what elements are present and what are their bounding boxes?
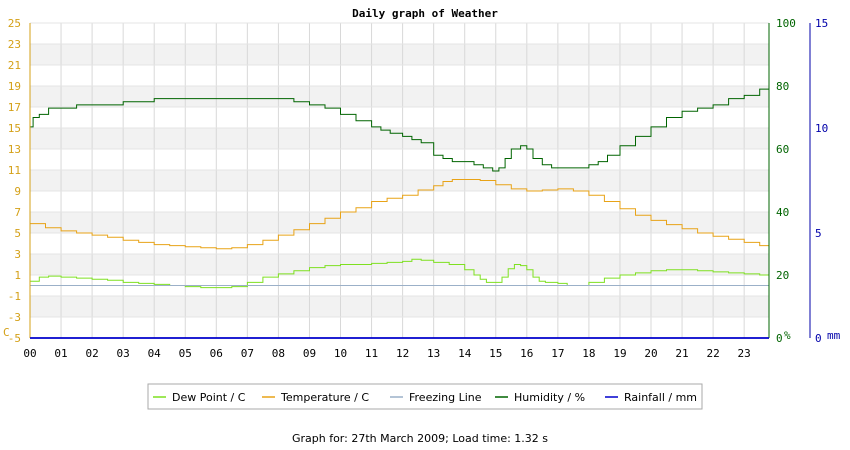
humidity-axis-unit: % [784, 329, 791, 342]
x-tick-label: 13 [427, 347, 440, 360]
legend-item: Temperature / C [262, 391, 369, 404]
plot-bands [30, 23, 769, 338]
plot-band [30, 212, 769, 233]
left-tick-label: 5 [14, 227, 21, 240]
left-tick-label: -1 [8, 290, 21, 303]
left-tick-label: 13 [8, 143, 21, 156]
left-tick-label: 15 [8, 122, 21, 135]
plot-band [30, 86, 769, 107]
x-tick-label: 03 [117, 347, 130, 360]
x-tick-label: 07 [241, 347, 254, 360]
x-tick-label: 22 [706, 347, 719, 360]
left-axis-unit: C [3, 326, 10, 339]
plot-band [30, 23, 769, 44]
legend-label: Temperature / C [280, 391, 369, 404]
humidity-tick-label: 0 [776, 332, 783, 345]
left-tick-label: 19 [8, 80, 21, 93]
legend-item: Dew Point / C [153, 391, 246, 404]
x-tick-label: 20 [644, 347, 657, 360]
legend-item: Freezing Line [390, 391, 482, 404]
legend-label: Humidity / % [514, 391, 585, 404]
legend-item: Rainfall / mm [605, 391, 697, 404]
rainfall-tick-label: 10 [815, 122, 828, 135]
rainfall-axis-unit: mm [827, 329, 841, 342]
left-tick-label: 17 [8, 101, 21, 114]
x-tick-label: 21 [675, 347, 688, 360]
plot-band [30, 65, 769, 86]
left-tick-label: 3 [14, 248, 21, 261]
humidity-tick-label: 20 [776, 269, 789, 282]
x-tick-label: 15 [489, 347, 502, 360]
left-tick-label: 23 [8, 38, 21, 51]
left-tick-label: -5 [8, 332, 21, 345]
legend-label: Dew Point / C [172, 391, 246, 404]
plot-band [30, 107, 769, 128]
plot-band [30, 44, 769, 65]
humidity-tick-label: 80 [776, 80, 789, 93]
x-tick-label: 05 [179, 347, 192, 360]
x-tick-label: 08 [272, 347, 285, 360]
left-tick-label: 11 [8, 164, 21, 177]
x-tick-label: 11 [365, 347, 378, 360]
x-tick-label: 18 [582, 347, 595, 360]
x-tick-label: 16 [520, 347, 533, 360]
x-tick-label: 01 [54, 347, 67, 360]
humidity-tick-label: 40 [776, 206, 789, 219]
rainfall-tick-label: 5 [815, 227, 822, 240]
rainfall-tick-label: 0 [815, 332, 822, 345]
plot-band [30, 170, 769, 191]
humidity-axis-ticks: 0 20 40 60 80 100 [776, 17, 796, 345]
plot-band [30, 149, 769, 170]
plot-band [30, 191, 769, 212]
x-tick-label: 04 [148, 347, 162, 360]
legend-label: Rainfall / mm [624, 391, 697, 404]
x-tick-label: 02 [85, 347, 98, 360]
graph-footer: Graph for: 27th March 2009; Load time: 1… [292, 432, 548, 445]
rainfall-axis-ticks: 0 5 10 15 [815, 17, 828, 345]
x-axis-ticks: 00 01 02 03 04 05 06 07 08 09 10 11 12 13 14 15 16 17 18 19… [23, 347, 750, 360]
x-tick-label: 10 [334, 347, 347, 360]
rainfall-tick-label: 15 [815, 17, 828, 30]
x-tick-label: 09 [303, 347, 316, 360]
x-tick-label: 17 [551, 347, 564, 360]
plot-band [30, 233, 769, 254]
left-tick-label: 21 [8, 59, 21, 72]
plot-band [30, 296, 769, 317]
x-tick-label: 23 [738, 347, 751, 360]
humidity-tick-label: 100 [776, 17, 796, 30]
left-tick-label: 9 [14, 185, 21, 198]
chart-title: Daily graph of Weather [352, 7, 498, 20]
legend: Dew Point / C Temperature / C Freezing Lin… [153, 391, 697, 404]
left-tick-label: 7 [14, 206, 21, 219]
series-dew-point-c [30, 258, 769, 289]
legend-label: Freezing Line [409, 391, 482, 404]
left-tick-label: 1 [14, 269, 21, 282]
plot-band [30, 128, 769, 149]
humidity-tick-label: 60 [776, 143, 789, 156]
x-tick-label: 06 [210, 347, 223, 360]
plot-band [30, 254, 769, 275]
plot-band [30, 317, 769, 338]
series-humidity [30, 86, 770, 172]
x-tick-label: 00 [23, 347, 36, 360]
left-tick-label: -3 [8, 311, 21, 324]
series-temperature-c [30, 179, 770, 250]
x-tick-label: 19 [613, 347, 626, 360]
x-tick-label: 12 [396, 347, 409, 360]
legend-item: Humidity / % [495, 391, 585, 404]
x-tick-label: 14 [458, 347, 472, 360]
left-tick-label: 25 [8, 17, 21, 30]
